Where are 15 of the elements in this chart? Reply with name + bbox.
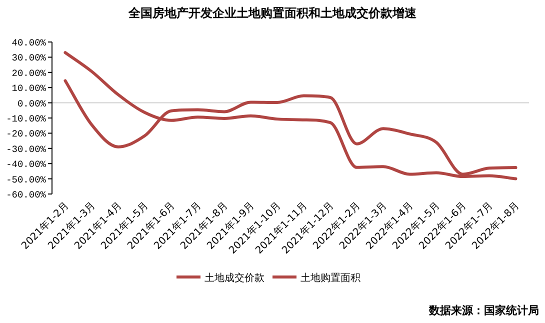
y-tick-label: -60.00% — [6, 190, 46, 200]
annotation: 数据来源：国家统计局 — [429, 304, 539, 317]
y-tick-label: 20.00% — [12, 68, 46, 79]
legend-label: 土地购置面积 — [300, 272, 360, 284]
y-tick-label: 30.00% — [12, 52, 46, 64]
y-tick-label: -40.00% — [6, 159, 46, 170]
y-tick-label: -30.00% — [6, 144, 46, 155]
legend-label: 土地成交价款 — [204, 272, 264, 284]
y-tick-label: -50.00% — [6, 174, 46, 186]
y-tick-label: -20.00% — [6, 128, 46, 140]
y-tick-label: -10.00% — [6, 114, 46, 124]
y-tick-label: 40.00% — [12, 38, 46, 48]
title: 全国房地产开发企业土地购置面积和土地成交价款增速 — [128, 6, 416, 20]
y-tick-label: 10.00% — [12, 83, 46, 94]
y-tick-label: 0.00% — [17, 98, 46, 110]
